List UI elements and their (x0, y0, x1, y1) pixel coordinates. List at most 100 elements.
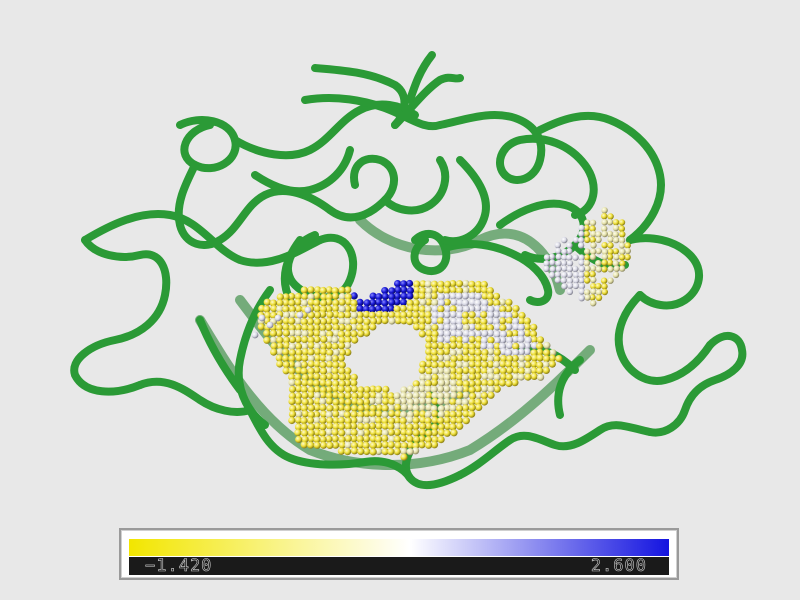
side-pocket-atom (566, 277, 574, 285)
side-pocket-atom (584, 265, 591, 272)
pocket-atom (350, 422, 358, 430)
pocket-atom (449, 410, 457, 418)
pocket-atom (437, 392, 445, 400)
pocket-atom (301, 342, 309, 350)
pocket-atom (345, 324, 353, 332)
pocket-atom (468, 330, 476, 338)
pocket-atom (505, 317, 513, 325)
pocket-atom (412, 423, 420, 431)
pocket-atom (319, 423, 327, 431)
pocket-atom (437, 305, 445, 313)
pocket-atom (493, 355, 501, 363)
pocket-atom (461, 398, 469, 406)
pocket-atom (313, 422, 321, 430)
pocket-atom (381, 299, 389, 307)
pocket-atom (307, 404, 315, 412)
pocket-atom (369, 441, 377, 449)
pocket-atom (326, 404, 334, 412)
pocket-atom (301, 435, 309, 443)
pocket-atom (493, 348, 501, 356)
side-pocket-atom (578, 265, 586, 273)
pocket-atom (542, 361, 550, 369)
pocket-atom (425, 342, 433, 350)
side-pocket-atom (601, 225, 608, 232)
pocket-atom (337, 404, 345, 412)
pocket-atom (294, 342, 303, 350)
pocket-atom (350, 410, 358, 418)
pocket-atom (449, 423, 457, 431)
pocket-atom (419, 379, 427, 387)
pocket-atom (425, 367, 433, 375)
pocket-atom (282, 348, 290, 356)
pocket-atom (449, 336, 457, 344)
pocket-atom (282, 317, 290, 325)
pocket-atom (332, 323, 340, 332)
pocket-atom (486, 287, 494, 295)
pocket-atom (431, 361, 439, 369)
pocket-atom (363, 429, 371, 437)
side-pocket-atom (595, 294, 603, 301)
pocket-atom (413, 286, 421, 294)
pocket-atom (493, 299, 501, 307)
pocket-atom (307, 379, 315, 387)
pocket-atom (493, 330, 501, 338)
pocket-atom (468, 404, 476, 412)
pocket-atom (474, 330, 482, 338)
pocket-atom (369, 292, 377, 300)
side-pocket-atom (619, 260, 626, 267)
pocket-atom (468, 380, 476, 388)
pocket-atom (337, 416, 346, 425)
pocket-atom (462, 417, 470, 425)
pocket-atom (419, 298, 427, 306)
pocket-atom (474, 360, 482, 368)
pocket-atom (288, 299, 296, 307)
pocket-atom (307, 293, 315, 301)
pocket-atom (518, 361, 526, 369)
side-pocket-atom (607, 242, 614, 249)
pocket-atom (542, 366, 550, 374)
pocket-atom (529, 330, 538, 338)
pocket-atom (337, 392, 346, 400)
pocket-atom (269, 299, 277, 307)
pocket-atom (263, 336, 271, 344)
pocket-atom (356, 317, 364, 325)
pocket-atom (300, 286, 308, 294)
pocket-atom (499, 330, 507, 338)
pocket-atom (430, 348, 438, 356)
pocket-atom (524, 329, 532, 337)
pocket-atom (486, 329, 495, 337)
pocket-atom (555, 355, 563, 363)
pocket-atom (481, 372, 489, 381)
pocket-atom (388, 311, 396, 319)
pocket-atom (424, 324, 432, 332)
pocket-atom (294, 379, 302, 387)
pocket-atom (523, 342, 531, 350)
pocket-atom (444, 335, 452, 343)
pocket-atom (394, 286, 402, 294)
side-pocket-atom (584, 294, 591, 301)
pocket-atom (450, 329, 458, 337)
side-pocket-atoms (543, 207, 631, 307)
pocket-atom (406, 292, 414, 300)
pocket-atom (325, 392, 333, 400)
pocket-atom (518, 367, 526, 375)
pocket-atom (536, 336, 545, 344)
pocket-atom (456, 379, 464, 387)
pocket-atom (418, 292, 426, 300)
pocket-atom (431, 416, 439, 424)
pocket-atom (344, 341, 352, 350)
pocket-atom (288, 373, 296, 381)
pocket-atom (425, 348, 433, 356)
pocket-atom (505, 373, 513, 381)
pocket-atom (282, 354, 290, 362)
pocket-atom (337, 354, 345, 362)
pocket-atom (275, 324, 283, 332)
pocket-atom (288, 311, 297, 319)
pocket-atom (431, 397, 439, 405)
side-pocket-atom (619, 231, 626, 238)
side-pocket-atom (566, 242, 573, 249)
pocket-atom (462, 286, 470, 294)
pocket-atom (444, 360, 452, 368)
pocket-atom (325, 298, 333, 306)
